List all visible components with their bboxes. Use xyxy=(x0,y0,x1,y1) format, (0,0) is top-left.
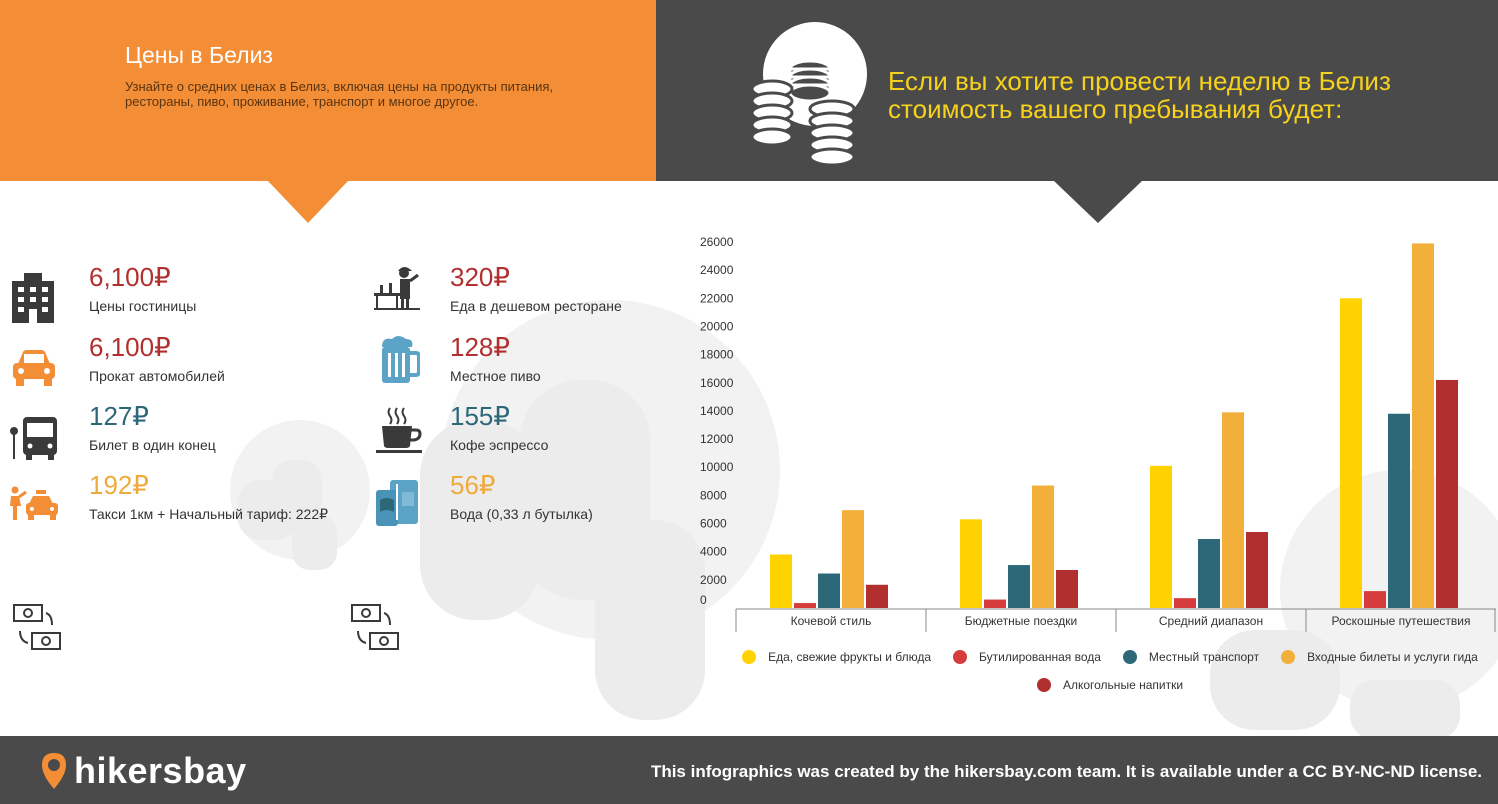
chart-legend: Еда, свежие фрукты и блюда Бутилированная… xyxy=(740,650,1480,706)
legend-row: Еда, свежие фрукты и блюда Бутилированная… xyxy=(740,650,1480,664)
price-car-label: Прокат автомобилей xyxy=(89,368,225,384)
legend-item: Алкогольные напитки xyxy=(1036,678,1184,692)
bar-3-4 xyxy=(1388,413,1410,608)
bar-1-2 xyxy=(960,519,982,608)
legend-swatch xyxy=(1122,650,1137,664)
price-restaurant-value: 320₽ xyxy=(450,262,510,292)
coffee-icon xyxy=(376,407,422,453)
y-tick-label: 8000 xyxy=(700,488,727,502)
restaurant-icon xyxy=(374,267,420,310)
hikersbay-logo[interactable]: hikersbay xyxy=(40,750,247,792)
price-restaurant-label: Еда в дешевом ресторане xyxy=(450,298,622,314)
y-tick-label: 6000 xyxy=(700,517,727,531)
price-car-value: 6,100₽ xyxy=(89,332,171,362)
bar-1-4 xyxy=(1340,298,1362,608)
bar-1-1 xyxy=(770,554,792,608)
price-taxi-value: 192₽ xyxy=(89,470,149,500)
footer: hikersbay This infographics was created … xyxy=(0,736,1498,804)
bar-3-2 xyxy=(1008,565,1030,608)
header-left-notch xyxy=(268,181,348,223)
price-hotel-value: 6,100₽ xyxy=(89,262,171,292)
legend-swatch xyxy=(742,650,757,664)
bar-1-3 xyxy=(1150,465,1172,608)
page-subtitle: Узнайте о средних ценах в Белиз, включая… xyxy=(125,79,553,109)
price-water-value: 56₽ xyxy=(450,470,496,500)
legend-item: Местный транспорт xyxy=(1122,650,1260,664)
x-category-label: Бюджетные поездки xyxy=(965,614,1077,628)
price-bus-value: 127₽ xyxy=(89,401,149,431)
bar-4-4 xyxy=(1412,243,1434,608)
price-hotel-label: Цены гостиницы xyxy=(89,298,197,314)
y-tick-label: 2000 xyxy=(700,573,727,587)
logo-text: hikersbay xyxy=(74,750,247,791)
legend-label: Местный транспорт xyxy=(1148,650,1260,664)
bar-5-2 xyxy=(1056,569,1078,608)
legend-item: Еда, свежие фрукты и блюда xyxy=(742,650,931,664)
coins-icon xyxy=(750,59,856,167)
taxi-icon xyxy=(10,486,58,520)
y-tick-label: 18000 xyxy=(700,348,734,362)
y-tick-label: 24000 xyxy=(700,263,734,277)
price-beer-value: 128₽ xyxy=(450,332,510,362)
bar-5-1 xyxy=(866,584,888,608)
cost-bar-chart: 2600024000220002000018000160001400012000… xyxy=(700,235,1496,632)
bar-4-3 xyxy=(1222,412,1244,608)
map-pin-icon xyxy=(42,753,66,789)
legend-swatch xyxy=(1281,650,1296,664)
header-left-panel xyxy=(0,0,656,181)
legend-swatch xyxy=(1036,678,1051,692)
legend-label: Бутилированная вода xyxy=(979,650,1101,664)
y-tick-label: 22000 xyxy=(700,291,734,305)
y-tick-label: 0 xyxy=(700,593,707,607)
price-taxi-label: Такси 1км + Начальный тариф: 222₽ xyxy=(89,506,329,522)
bar-2-1 xyxy=(794,603,816,608)
bus-icon xyxy=(10,417,57,460)
bar-5-3 xyxy=(1246,531,1268,608)
legend-label: Алкогольные напитки xyxy=(1062,678,1184,692)
price-coffee-label: Кофе эспрессо xyxy=(450,437,549,453)
bar-4-2 xyxy=(1032,485,1054,608)
price-water-label: Вода (0,33 л бутылка) xyxy=(450,506,593,522)
legend-item: Входные билеты и услуги гида xyxy=(1281,650,1478,664)
header-right-notch xyxy=(1054,181,1142,223)
price-beer-label: Местное пиво xyxy=(450,368,541,384)
y-tick-label: 4000 xyxy=(700,545,727,559)
price-bus-label: Билет в один конец xyxy=(89,437,216,453)
legend-label: Еда, свежие фрукты и блюда xyxy=(768,650,932,664)
bar-5-4 xyxy=(1436,379,1458,608)
legend-label: Входные билеты и услуги гида xyxy=(1307,650,1478,664)
y-tick-label: 26000 xyxy=(700,235,734,249)
currency-exchange-icon xyxy=(13,604,61,650)
bar-2-2 xyxy=(984,599,1006,608)
y-tick-label: 20000 xyxy=(700,319,734,333)
water-icon xyxy=(376,480,418,526)
week-cost-title: Если вы хотите провести неделю в Белиз с… xyxy=(888,66,1391,124)
bar-2-4 xyxy=(1364,591,1386,608)
y-tick-label: 12000 xyxy=(700,432,734,446)
legend-item: Бутилированная вода xyxy=(953,650,1101,664)
legend-swatch xyxy=(953,650,968,664)
y-tick-label: 14000 xyxy=(700,404,734,418)
y-tick-label: 16000 xyxy=(700,376,734,390)
bar-3-3 xyxy=(1198,539,1220,608)
beer-icon xyxy=(382,336,420,383)
page-title: Цены в Белиз xyxy=(125,42,273,68)
bar-4-1 xyxy=(842,510,864,608)
x-category-label: Кочевой стиль xyxy=(791,614,872,628)
currency-exchange-icon-2 xyxy=(351,604,399,650)
hotel-icon xyxy=(12,273,54,323)
bar-2-3 xyxy=(1174,598,1196,608)
license-credit: This infographics was created by the hik… xyxy=(650,762,1482,781)
legend-row: Алкогольные напитки xyxy=(740,678,1480,692)
x-category-label: Средний диапазон xyxy=(1159,614,1263,628)
x-category-label: Роскошные путешествия xyxy=(1331,614,1470,628)
car-icon xyxy=(13,350,55,386)
price-coffee-value: 155₽ xyxy=(450,401,510,431)
bar-3-1 xyxy=(818,573,840,608)
y-tick-label: 10000 xyxy=(700,460,734,474)
